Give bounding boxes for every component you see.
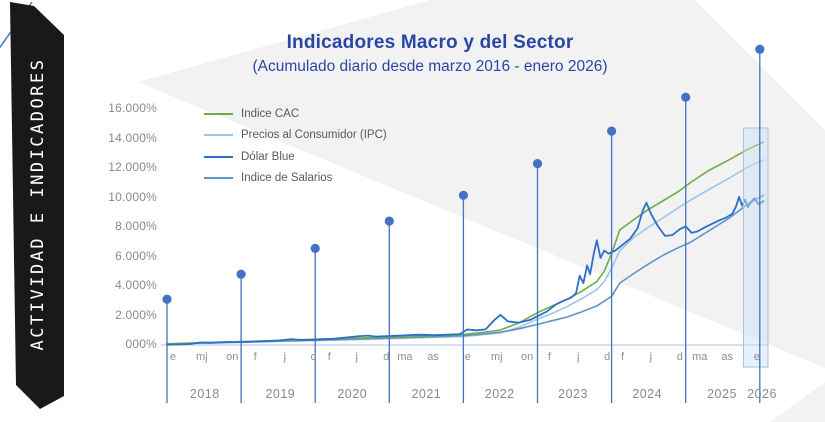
legend-label: Dólar Blue: [241, 150, 295, 163]
year-marker-dot: [681, 92, 691, 102]
chart-title: Indicadores Macro y del Sector: [286, 32, 574, 53]
chart-legend: Indice CAC Precios al Consumidor (IPC) Dól…: [204, 103, 387, 189]
legend-label: Precios al Consumidor (IPC): [241, 129, 387, 142]
year-marker-dot: [310, 243, 320, 253]
series-line-3: [166, 194, 765, 345]
year-marker-dot: [162, 294, 172, 304]
legend-swatch: [204, 134, 233, 137]
legend-item: Dólar Blue: [204, 146, 387, 168]
chart-subtitle: (Acumulado diario desde marzo 2016 - ene…: [252, 58, 608, 75]
year-marker-dot: [236, 269, 246, 279]
background-corner-wedge: [770, 382, 825, 422]
series-line-2: [166, 195, 765, 346]
year-marker-dot: [532, 158, 543, 169]
year-marker-dot: [607, 126, 617, 136]
legend-item: Indice CAC: [204, 103, 387, 125]
background-wedge: [138, 0, 825, 368]
legend-swatch: [204, 112, 233, 115]
year-marker-dot: [458, 190, 468, 200]
legend-label: Indice de Salarios: [241, 172, 333, 185]
legend-item: Precios al Consumidor (IPC): [204, 125, 387, 147]
legend-label: Indice CAC: [241, 107, 300, 120]
highlight-band: [743, 127, 769, 368]
legend-swatch: [204, 177, 233, 180]
legend-swatch: [204, 155, 233, 158]
year-marker-dot: [755, 44, 765, 54]
year-marker-dot: [384, 216, 394, 226]
legend-item: Indice de Salarios: [204, 168, 387, 190]
